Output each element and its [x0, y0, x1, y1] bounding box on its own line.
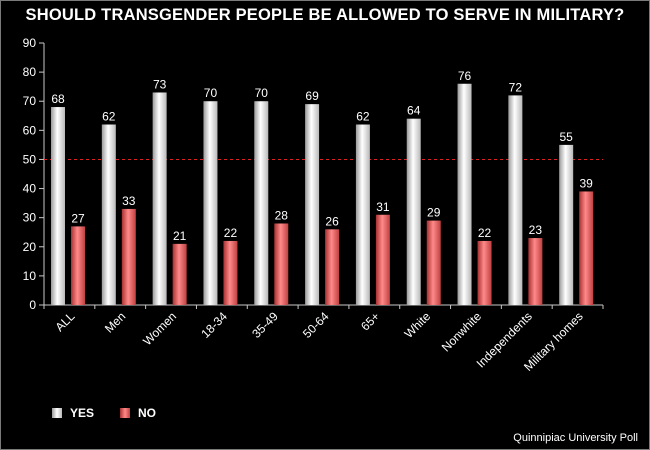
bar-yes — [457, 83, 472, 305]
data-label-yes: 76 — [458, 69, 472, 83]
y-tick-label: 20 — [23, 240, 37, 254]
x-tick-label: 35-49 — [249, 309, 281, 341]
data-label-yes: 64 — [407, 104, 421, 118]
bar-yes — [305, 104, 320, 305]
bar-no — [426, 220, 441, 305]
legend-label-yes: YES — [70, 406, 95, 420]
bar-no — [579, 191, 594, 305]
data-label-yes: 62 — [102, 110, 116, 124]
legend-label-no: NO — [138, 406, 156, 420]
y-tick-label: 60 — [23, 123, 37, 137]
legend-item-yes: YES — [52, 406, 94, 420]
x-tick-label: 65+ — [358, 309, 382, 333]
data-label-no: 39 — [580, 176, 594, 190]
data-label-yes: 68 — [51, 92, 65, 106]
data-label-no: 28 — [275, 208, 289, 222]
data-label-no: 27 — [71, 211, 85, 225]
bar-yes — [559, 144, 574, 305]
bar-no — [274, 223, 289, 305]
data-label-yes: 55 — [560, 130, 574, 144]
data-label-no: 22 — [224, 226, 238, 240]
bar-yes — [152, 92, 167, 305]
y-tick-label: 50 — [23, 152, 37, 166]
legend-item-no: NO — [120, 406, 156, 420]
bar-no — [375, 214, 390, 305]
data-label-no: 21 — [173, 229, 187, 243]
data-label-yes: 70 — [204, 86, 218, 100]
data-label-no: 29 — [427, 206, 441, 220]
data-label-yes: 73 — [153, 77, 167, 91]
x-tick-label: 50-64 — [300, 309, 332, 341]
bar-no — [528, 238, 543, 305]
bar-yes — [355, 124, 370, 305]
data-label-no: 22 — [478, 226, 492, 240]
bar-yes — [254, 101, 269, 305]
legend-swatch-yes — [52, 408, 62, 418]
y-tick-label: 90 — [23, 36, 37, 50]
data-label-yes: 69 — [305, 89, 319, 103]
data-label-yes: 70 — [255, 86, 269, 100]
x-tick-label: White — [402, 309, 434, 341]
bar-no — [172, 243, 187, 305]
bar-yes — [508, 95, 523, 306]
y-tick-label: 0 — [29, 298, 36, 312]
data-label-no: 26 — [325, 214, 339, 228]
data-label-no: 31 — [376, 200, 390, 214]
bar-yes — [51, 107, 65, 306]
data-label-no: 23 — [529, 223, 543, 237]
x-tick-label: Women — [140, 309, 179, 348]
bar-yes — [101, 124, 116, 305]
data-label-yes: 72 — [509, 80, 523, 94]
y-tick-label: 30 — [23, 211, 37, 225]
source-credit: Quinnipiac University Poll — [513, 432, 638, 444]
x-tick-label: Nonwhite — [439, 309, 485, 355]
bar-no — [325, 229, 340, 305]
bar-no — [121, 208, 136, 305]
bar-no — [223, 240, 238, 305]
data-label-yes: 62 — [356, 110, 370, 124]
x-tick-label: Men — [102, 309, 128, 335]
bar-yes — [203, 101, 218, 305]
bar-no — [477, 240, 492, 305]
data-label-no: 33 — [122, 194, 136, 208]
bar-no — [71, 226, 85, 305]
y-tick-label: 80 — [23, 65, 37, 79]
chart-title: SHOULD TRANSGENDER PEOPLE BE ALLOWED TO … — [25, 6, 625, 24]
x-tick-label: 18-34 — [198, 309, 230, 341]
bar-yes — [406, 118, 421, 305]
y-tick-label: 10 — [23, 269, 37, 283]
y-tick-label: 40 — [23, 182, 37, 196]
x-tick-label: ALL — [53, 309, 78, 334]
legend-swatch-no — [120, 408, 130, 418]
y-tick-label: 70 — [23, 94, 37, 108]
